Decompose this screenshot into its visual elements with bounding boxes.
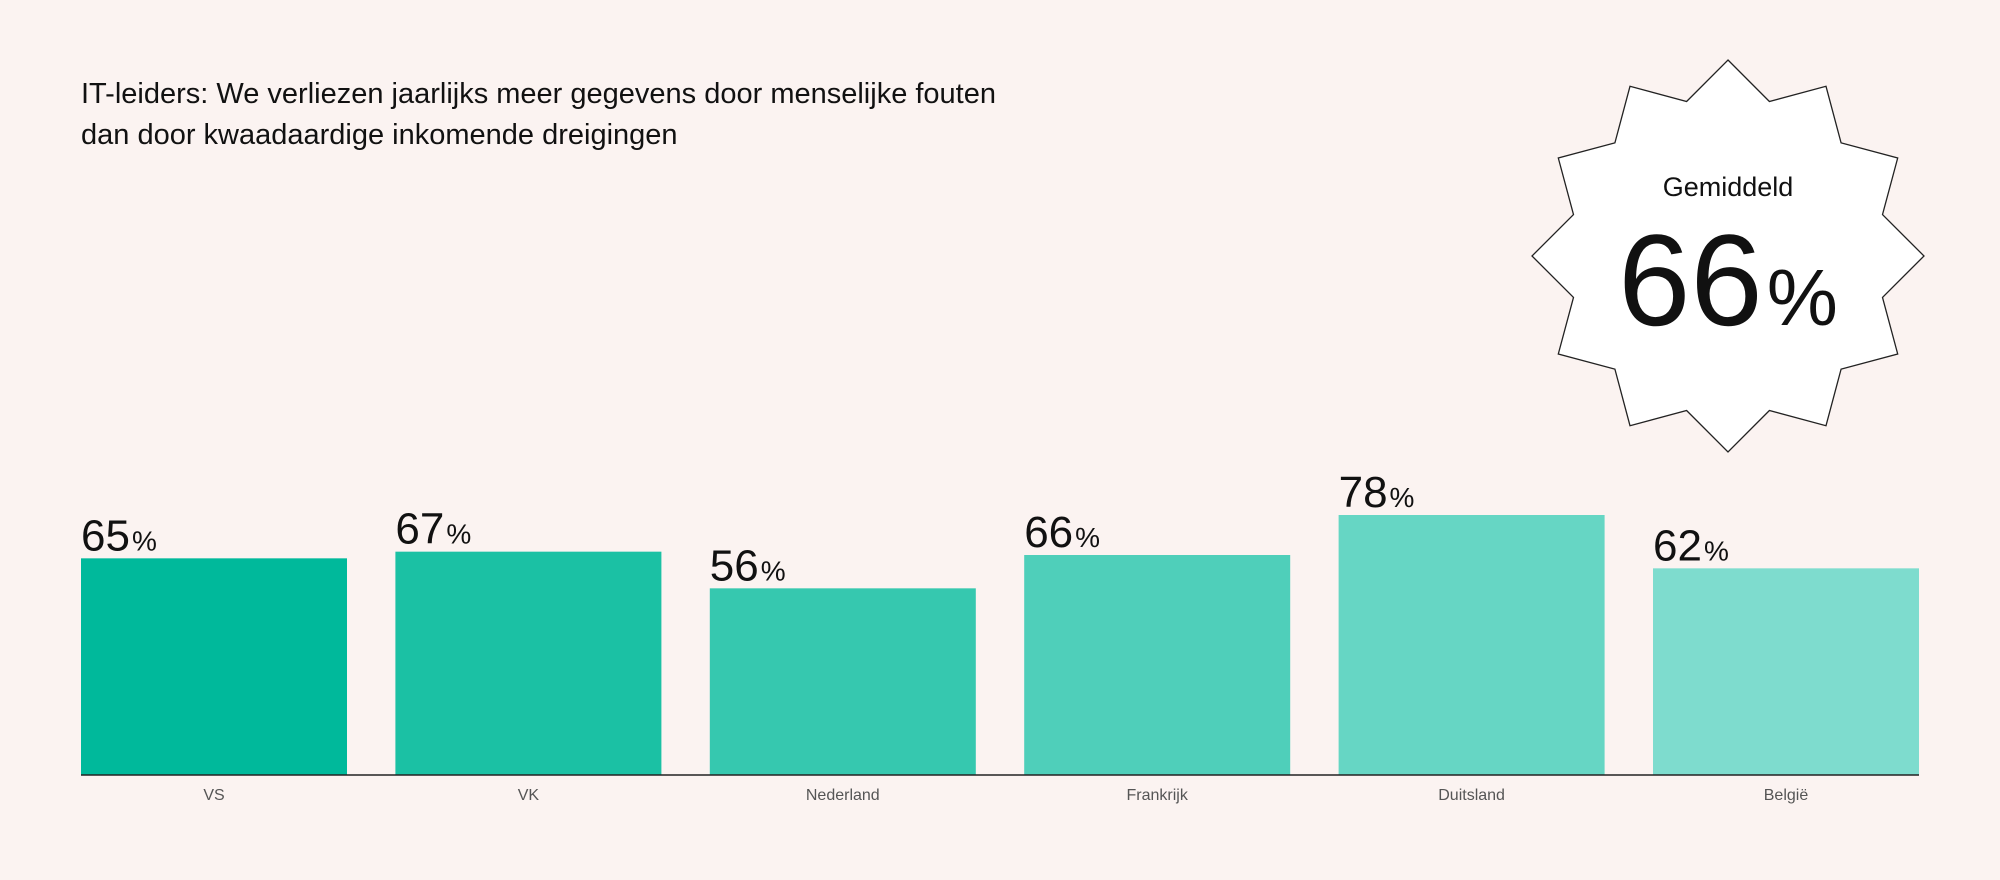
x-tick-label-duitsland: Duitsland <box>1438 787 1505 804</box>
value-label-duitsland: 78% <box>1339 468 1415 517</box>
bar-nederland <box>709 588 976 775</box>
value-label-frankrijk: 66% <box>1024 508 1100 557</box>
value-label-number: 62 <box>1653 521 1702 570</box>
value-label-number: 65 <box>81 511 130 560</box>
x-tick-label-vk: VK <box>518 787 540 804</box>
value-label-unit: % <box>761 555 786 586</box>
value-label-nederland: 56% <box>710 541 786 590</box>
x-tick-label-belgië: België <box>1764 787 1809 804</box>
value-label-vk: 67% <box>395 505 471 554</box>
bar-frankrijk <box>1024 555 1291 775</box>
average-badge-label: Gemiddeld <box>1663 172 1794 202</box>
average-badge-unit: % <box>1767 253 1838 342</box>
value-label-vs: 65% <box>81 511 157 560</box>
x-tick-label-nederland: Nederland <box>806 787 880 804</box>
value-label-number: 56 <box>710 541 759 590</box>
bars-layer: 65% VS 67% VK 56% Nederland 66% Frankrijk 78% Dui… <box>81 468 1919 804</box>
chart-title: IT-leiders: We verliezen jaarlijks meer … <box>81 74 1181 156</box>
bar-vk <box>395 551 662 775</box>
x-tick-label-vs: VS <box>203 787 224 804</box>
value-label-number: 78 <box>1339 468 1388 517</box>
average-badge-star <box>1531 59 1925 453</box>
bar-duitsland <box>1338 515 1605 775</box>
chart-title-line-2: dan door kwaadaardige inkomende dreiging… <box>81 119 678 151</box>
value-label-unit: % <box>446 519 471 550</box>
x-tick-label-frankrijk: Frankrijk <box>1127 787 1189 804</box>
value-label-belgië: 62% <box>1653 521 1729 570</box>
average-badge-value: 66% <box>1618 207 1838 353</box>
value-label-number: 66 <box>1024 508 1073 557</box>
average-badge: Gemiddeld 66% <box>1531 59 1925 453</box>
value-label-unit: % <box>132 525 157 556</box>
value-label-unit: % <box>1390 482 1415 513</box>
chart-title-line-1: IT-leiders: We verliezen jaarlijks meer … <box>81 78 997 110</box>
bar-vs <box>81 558 347 775</box>
value-label-unit: % <box>1704 535 1729 566</box>
value-label-unit: % <box>1075 522 1100 553</box>
bar-belgië <box>1653 568 1919 775</box>
value-label-number: 67 <box>395 505 444 554</box>
average-badge-number: 66 <box>1618 207 1763 353</box>
